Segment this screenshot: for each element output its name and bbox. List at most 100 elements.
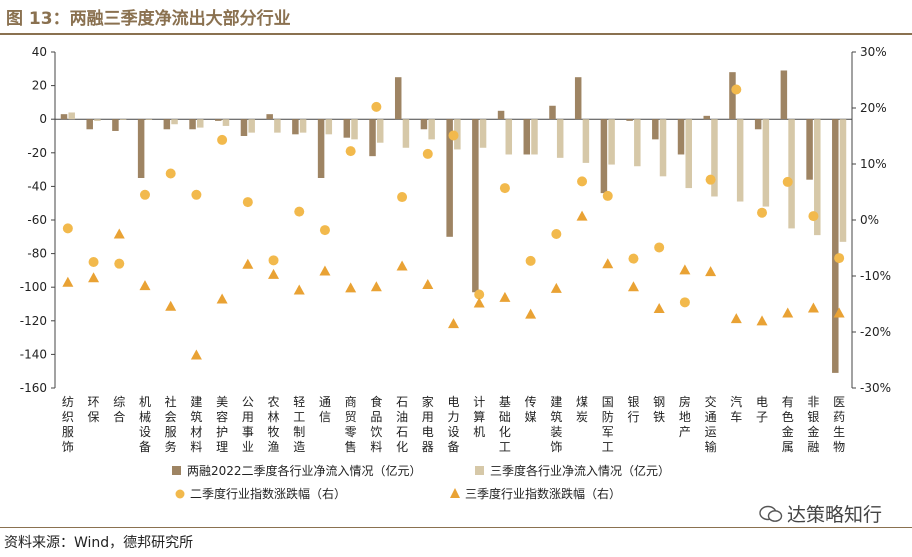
marker-q3-index: [730, 313, 742, 324]
marker-q3-index: [139, 280, 151, 291]
bar-q3: [556, 119, 564, 158]
category-label: 公用事业: [242, 395, 254, 454]
marker-q3-index: [293, 284, 305, 295]
marker-q2-index: [191, 189, 202, 200]
bar-q2: [523, 119, 531, 155]
bar-q2: [60, 114, 68, 120]
legend-label: 三季度各行业净流入情况（亿元）: [490, 463, 670, 478]
marker-q2-index: [268, 255, 279, 266]
marker-q2-index: [371, 101, 382, 112]
chart-bars: [60, 70, 847, 373]
right-tick-label: 30%: [860, 45, 887, 59]
marker-q3-index: [396, 260, 408, 271]
bar-q3: [68, 112, 75, 120]
left-tick-label: -80: [27, 247, 47, 261]
left-tick-label: 20: [32, 79, 47, 93]
bar-q2: [394, 77, 402, 120]
bar-q2: [549, 105, 556, 120]
bar-q3: [376, 119, 384, 143]
bar-q3: [762, 119, 770, 207]
legend-q3-flow: 三季度各行业净流入情况（亿元）: [475, 463, 670, 478]
marker-q3-index: [627, 281, 639, 292]
bar-q2: [600, 119, 608, 194]
marker-q3-index: [319, 265, 331, 276]
category-label: 轻工制造: [293, 395, 305, 454]
bar-q2: [317, 119, 325, 178]
left-tick-label: -140: [20, 347, 47, 361]
category-label: 电子: [756, 395, 768, 424]
title-rule: [0, 33, 912, 35]
category-label: 银行: [627, 395, 639, 424]
chart-axes: 40 20 0 -20 -40 -60 -80 -100 -120 -140 -160 30% 20% 1…: [20, 45, 891, 395]
marker-q3-index: [62, 276, 74, 287]
marker-q2-index: [345, 146, 356, 157]
legend-swatch: [475, 466, 484, 475]
bar-q2: [266, 114, 273, 120]
bar-q2: [497, 110, 505, 120]
category-label: 交通运输: [705, 394, 717, 454]
bar-q2: [86, 119, 93, 130]
bar-q3: [351, 119, 358, 140]
marker-q3-index: [782, 307, 794, 318]
bar-q3: [299, 119, 307, 133]
marker-q2-index: [397, 192, 408, 203]
category-label: 商贸零售: [345, 394, 357, 454]
bar-q2: [292, 119, 299, 135]
bar-q3: [119, 119, 127, 120]
bar-q3: [171, 119, 178, 125]
marker-q3-index: [602, 258, 614, 269]
bar-q3: [531, 119, 538, 155]
legend-q2-index: 二季度行业指数涨跌幅（右）: [175, 486, 346, 501]
marker-q3-index: [833, 307, 845, 318]
marker-q2-index: [782, 176, 793, 187]
bar-q2: [652, 119, 659, 140]
bar-q2: [369, 119, 376, 157]
bar-q3: [197, 119, 204, 128]
marker-q3-index: [448, 318, 459, 329]
marker-q3-index: [653, 303, 665, 314]
category-label: 传媒: [525, 394, 537, 424]
marker-q2-index: [731, 84, 742, 95]
marker-q2-index: [551, 229, 562, 239]
marker-q2-index: [319, 225, 330, 236]
bar-q2: [754, 119, 762, 130]
marker-q2-index: [217, 134, 228, 145]
bar-q2: [806, 119, 813, 180]
category-label: 社会服务: [165, 394, 177, 454]
bar-q3: [582, 119, 590, 163]
category-label: 综合: [113, 395, 125, 424]
category-label: 农林牧渔: [268, 395, 280, 454]
right-tick-label: -10%: [860, 269, 891, 283]
bar-q3: [659, 119, 667, 177]
category-label: 非银金融: [807, 395, 819, 454]
marker-q2-index: [422, 148, 433, 159]
bar-q2: [832, 119, 839, 373]
watermark: 达策略知行: [759, 500, 882, 527]
page-title: 图 13：两融三季度净流出大部分行业: [6, 9, 291, 29]
category-label: 基础化工: [499, 395, 511, 454]
category-label: 通信: [319, 395, 331, 424]
bar-q2: [112, 119, 119, 131]
category-label: 煤炭: [576, 395, 588, 424]
marker-q2-index: [808, 211, 819, 222]
left-tick-label: -120: [20, 314, 47, 328]
bar-q3: [505, 119, 513, 155]
bar-q2: [729, 72, 736, 120]
bar-q3: [839, 119, 847, 242]
bar-q3: [736, 119, 744, 202]
bar-q3: [428, 119, 435, 140]
marker-q3-index: [576, 210, 588, 221]
category-label: 食品饮料: [370, 394, 382, 454]
category-label: 纺织服饰: [62, 395, 74, 454]
right-tick-label: 10%: [860, 157, 887, 171]
left-tick-label: 40: [32, 45, 47, 59]
left-tick-label: -20: [27, 146, 47, 160]
bar-q2: [215, 119, 222, 121]
bar-q2: [189, 119, 196, 130]
right-tick-label: 20%: [860, 101, 887, 115]
footer-rule: [0, 527, 912, 528]
marker-q3-index: [190, 349, 202, 360]
chart-markers: [62, 84, 845, 360]
category-label: 建筑装饰: [550, 395, 562, 454]
